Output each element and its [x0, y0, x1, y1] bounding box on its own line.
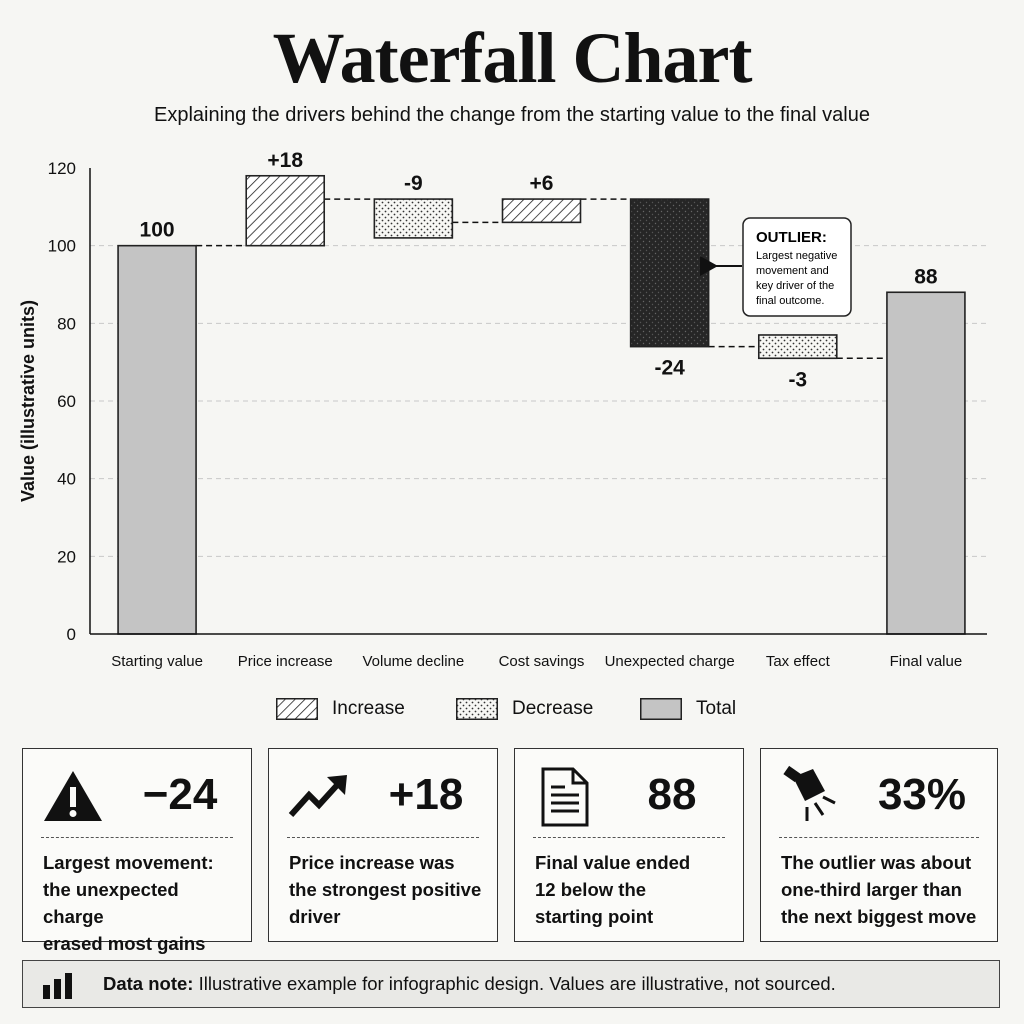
y-tick-label: 40 [57, 470, 76, 489]
y-axis-title: Value (illustrative units) [18, 300, 38, 502]
card-text-line: starting point [535, 906, 654, 927]
card-text-line: The outlier was about [781, 852, 972, 873]
y-tick-label: 20 [57, 547, 76, 566]
data-note: Data note: Illustrative example for info… [22, 960, 1000, 1008]
card-value: 88 [647, 770, 697, 819]
chart-legend: Increase Decrease Total [0, 696, 1024, 722]
card-text-line: the unexpected charge [43, 879, 179, 927]
card-text-line: one-third larger than [781, 879, 962, 900]
outlier-annotation: OUTLIER: Largest negative movement and k… [700, 217, 852, 317]
y-tick-label: 60 [57, 392, 76, 411]
spotlight-icon [783, 765, 836, 821]
bar-increase [245, 174, 326, 247]
card-text-line: the strongest positive [289, 879, 482, 900]
card-value: 33% [877, 770, 967, 819]
card-text-line: 12 below the [535, 879, 647, 900]
x-tick-label: Starting value [111, 653, 203, 670]
x-tick-label: Volume decline [362, 653, 464, 670]
bar-chart-icon [43, 973, 72, 999]
legend-swatch-hatch [276, 698, 318, 720]
card-text-line: Price increase was [289, 852, 455, 873]
document-icon [541, 767, 589, 827]
annotation-line: movement and [756, 265, 829, 277]
legend-item-increase: Increase [276, 696, 405, 722]
insight-card: 33% The outlier was about one-third larg… [760, 748, 998, 942]
insight-cards: −24 Largest movement: the unexpected cha… [22, 748, 1002, 954]
y-tick-label: 80 [57, 314, 76, 333]
chart-title: Waterfall Chart [272, 18, 753, 98]
bar-decrease [373, 198, 454, 239]
card-text-line: Largest movement: [43, 852, 214, 873]
x-tick-label: Final value [890, 653, 963, 670]
bar-increase [501, 198, 582, 224]
note-label: Data note: [103, 973, 194, 994]
waterfall-chart: 100 +18 -9 +6 -24 -3 88 0 20 40 60 80 100 120 Value (… [18, 149, 987, 670]
x-tick-label: Unexpected charge [605, 653, 735, 670]
x-tick-label: Cost savings [499, 653, 585, 670]
x-tick-label: Price increase [238, 653, 333, 670]
insight-card: +18 Price increase was the strongest pos… [268, 748, 498, 942]
legend-label: Increase [332, 698, 405, 719]
y-tick-label: 0 [67, 625, 76, 644]
card-text-line: erased most gains [43, 933, 206, 954]
legend-item-decrease: Decrease [456, 696, 593, 722]
bar-total [886, 291, 966, 635]
annotation-line: final outcome. [756, 295, 824, 307]
x-tick-label: Tax effect [766, 653, 831, 670]
annotation-box [742, 217, 852, 317]
warning-icon [44, 771, 102, 821]
note-text: Data note: Illustrative example for info… [103, 961, 836, 1007]
legend-label: Decrease [512, 698, 594, 719]
data-label: -9 [404, 172, 423, 195]
annotation-line: key driver of the [756, 280, 834, 292]
card-text: Largest movement: the unexpected charge … [43, 849, 239, 957]
bar-outlier [629, 198, 710, 348]
card-text-line: the next biggest move [781, 906, 977, 927]
card-text: Price increase was the strongest positiv… [289, 849, 485, 930]
card-text-line: driver [289, 906, 341, 927]
legend-label: Total [696, 698, 737, 719]
legend-swatch-dots [456, 698, 498, 720]
annotation-line: Largest negative [756, 250, 837, 262]
card-value: +18 [388, 770, 464, 819]
card-divider [41, 837, 233, 838]
card-divider [533, 837, 725, 838]
data-label: -24 [654, 357, 685, 380]
insight-card: 88 Final value ended 12 below the starti… [514, 748, 744, 942]
card-value: −24 [142, 770, 218, 819]
note-body: Illustrative example for infographic des… [193, 973, 836, 994]
bar-total [117, 244, 197, 635]
y-tick-label: 100 [48, 237, 76, 256]
y-tick-label: 120 [48, 159, 76, 178]
legend-item-total: Total [640, 696, 736, 722]
data-label: -3 [788, 368, 807, 391]
card-text: Final value ended 12 below the starting … [535, 849, 731, 930]
chart-subtitle: Explaining the drivers behind the change… [154, 104, 870, 126]
card-text: The outlier was about one-third larger t… [781, 849, 985, 930]
data-label: 88 [914, 265, 938, 288]
card-divider [779, 837, 979, 838]
card-divider [287, 837, 479, 838]
data-label: +18 [267, 149, 303, 172]
card-text-line: Final value ended [535, 852, 691, 873]
legend-swatch-solid [640, 698, 682, 720]
trend-up-icon [288, 775, 347, 818]
data-label: +6 [530, 172, 554, 195]
annotation-heading: OUTLIER: [756, 229, 827, 246]
bar-decrease [757, 334, 838, 360]
data-label: 100 [140, 219, 175, 242]
insight-card: −24 Largest movement: the unexpected cha… [22, 748, 252, 954]
